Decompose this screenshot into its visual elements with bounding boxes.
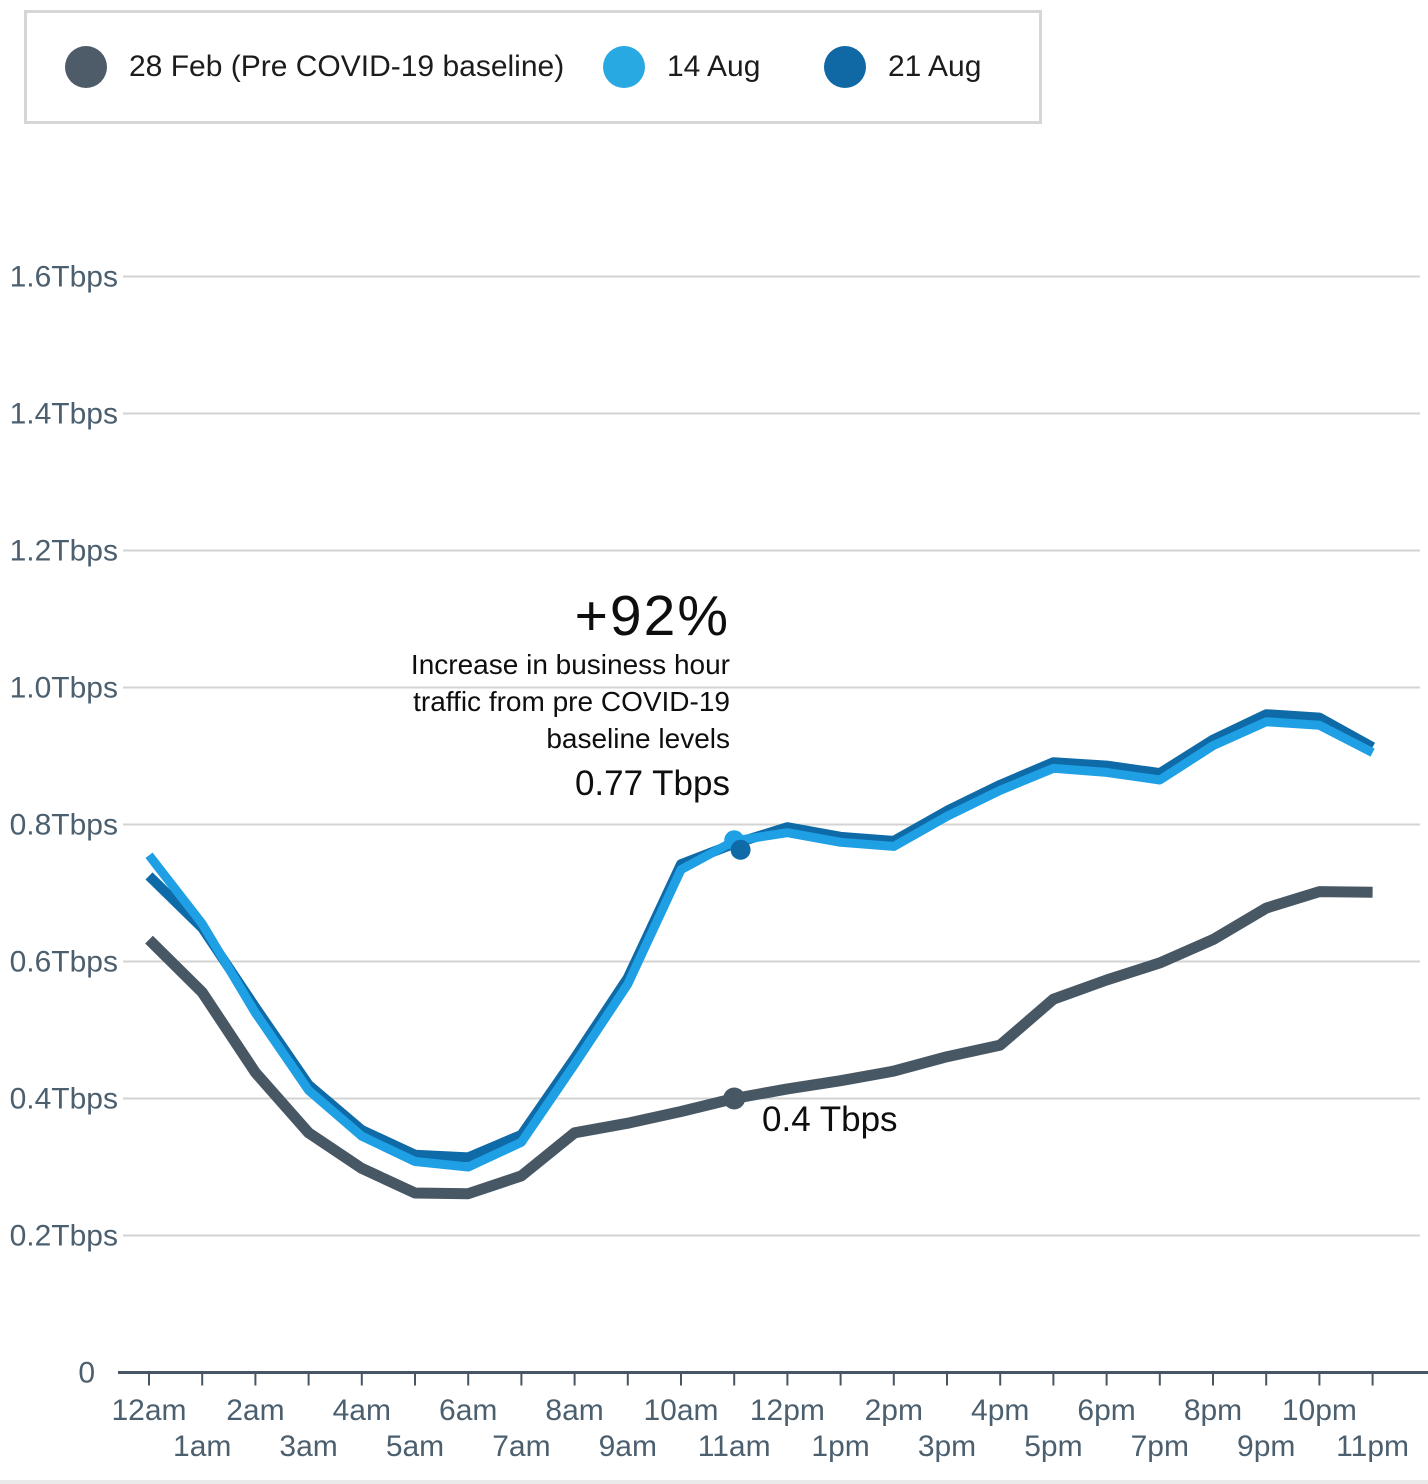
y-tick-label: 0.2Tbps	[10, 1220, 118, 1253]
x-tick-label: 10am	[643, 1394, 718, 1427]
x-tick-label: 8pm	[1184, 1394, 1242, 1427]
x-tick-label: 9am	[599, 1430, 657, 1463]
marker-dot-21-aug	[730, 839, 751, 860]
y-tick-label: 0	[78, 1357, 95, 1390]
y-tick-label: 0.6Tbps	[10, 946, 118, 979]
x-tick-label: 8am	[545, 1394, 603, 1427]
x-tick-label: 11am	[698, 1430, 771, 1463]
x-tick-label: 4pm	[971, 1394, 1029, 1427]
y-tick-label: 1.6Tbps	[10, 261, 118, 294]
annotation-line-2: traffic from pre COVID-19	[413, 686, 730, 717]
annotation-block: +92% Increase in business hour traffic f…	[411, 586, 730, 804]
legend-item-28-feb: 28 Feb (Pre COVID-19 baseline)	[65, 13, 564, 121]
annotation-line-1: Increase in business hour	[410, 649, 730, 680]
x-tick-label: 5am	[386, 1430, 444, 1463]
legend-item-14-aug: 14 Aug	[603, 13, 760, 121]
baseline-value-label: 0.4 Tbps	[762, 1100, 898, 1139]
legend-label-21-aug: 21 Aug	[888, 50, 982, 83]
annotation-headline: +92%	[574, 584, 730, 648]
legend-dot-14-aug-icon	[603, 46, 645, 88]
y-tick-label: 0.8Tbps	[10, 809, 118, 842]
annotation-line-3: baseline levels	[546, 723, 730, 754]
x-tick-label: 1pm	[811, 1430, 869, 1463]
marker-dot-28-feb	[723, 1087, 746, 1110]
x-tick-label: 6pm	[1077, 1394, 1135, 1427]
legend-dot-21-aug-icon	[824, 46, 866, 88]
legend-label-14-aug: 14 Aug	[667, 50, 761, 83]
bottom-divider	[0, 1480, 1428, 1484]
x-tick-label: 3pm	[918, 1430, 976, 1463]
x-tick-label: 7pm	[1131, 1430, 1189, 1463]
legend-label-28-feb: 28 Feb (Pre COVID-19 baseline)	[129, 50, 565, 83]
x-tick-label: 3am	[279, 1430, 337, 1463]
annotation-peak-value-label: 0.77 Tbps	[574, 764, 730, 803]
x-tick-label: 11pm	[1336, 1430, 1409, 1463]
x-tick-label: 4am	[333, 1394, 391, 1427]
x-tick-label: 10pm	[1282, 1394, 1357, 1427]
series-line-28-feb	[145, 886, 1373, 1200]
legend-dot-28-feb-icon	[65, 46, 107, 88]
y-tick-label: 1.4Tbps	[10, 398, 118, 431]
x-tick-label: 2am	[226, 1394, 284, 1427]
x-tick-label: 5pm	[1024, 1430, 1082, 1463]
legend-item-21-aug: 21 Aug	[824, 13, 981, 121]
x-tick-label: 1am	[173, 1430, 231, 1463]
series-line-14-aug	[145, 717, 1375, 1172]
x-tick-label: 2pm	[865, 1394, 923, 1427]
legend: 28 Feb (Pre COVID-19 baseline) 14 Aug 21…	[24, 10, 1042, 124]
y-tick-label: 1.2Tbps	[10, 535, 118, 568]
x-tick-label: 12am	[111, 1394, 186, 1427]
y-tick-label: 0.4Tbps	[10, 1083, 118, 1116]
x-tick-label: 6am	[439, 1394, 497, 1427]
x-tick-label: 9pm	[1237, 1430, 1295, 1463]
x-tick-label: 7am	[492, 1430, 550, 1463]
x-tick-label: 12pm	[750, 1394, 825, 1427]
y-tick-label: 1.0Tbps	[10, 672, 118, 705]
